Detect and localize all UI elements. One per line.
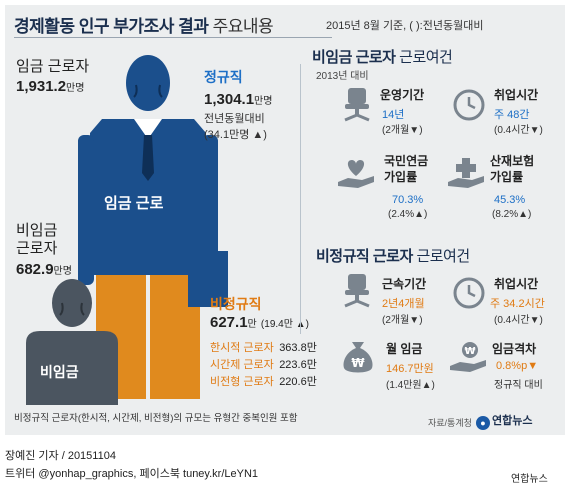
nonwage-item-2-value: 70.3%	[392, 194, 424, 206]
nonwage-value: 682.9만명	[16, 261, 72, 278]
clock-icon	[453, 89, 485, 121]
nonwage-item-2-change: (2.4%▲)	[388, 209, 428, 220]
nonwage-label-line1: 비임금	[16, 222, 58, 239]
irregular-value: 627.1만 (19.4만 ▲)	[210, 314, 309, 331]
title-bold: 경제활동 인구 부가조사 결과	[14, 17, 209, 36]
nonwage-item-3-label-line1: 산재보험	[490, 154, 535, 168]
irregular-item-0-label: 근속기간	[382, 277, 427, 291]
nonwage-item-1-label: 취업시간	[494, 88, 539, 102]
nonwage-item-2-label-line1: 국민연금	[384, 154, 429, 168]
nonwage-item-0-label: 운영기간	[380, 88, 425, 102]
hand-cross-icon	[448, 158, 484, 188]
irregular-item-2-value: 146.7만원	[386, 363, 434, 375]
irregular-breakdown-1: 시간제 근로자 223.6만	[210, 359, 317, 371]
irregular-breakdown-0: 한시적 근로자 363.8만	[210, 342, 317, 354]
nonwage-item-2-label-line2: 가입률	[384, 170, 418, 184]
nonwage-item-0-value: 14년	[382, 109, 405, 121]
footnote: 비정규직 근로자(한시적, 시간제, 비전형)의 규모는 유형간 중복인원 포함	[14, 413, 298, 424]
credit-social: 트위터 @yonhap_graphics, 페이스북 tuney.kr/LeYN…	[5, 468, 259, 480]
irregular-item-0-value: 2년4개월	[382, 298, 425, 310]
briefcase	[188, 251, 228, 307]
nonwage-item-3-change: (8.2%▲)	[492, 209, 532, 220]
wage-worker-value: 1,931.2만명	[16, 78, 85, 95]
irregular-item-0-change: (2개월▼)	[382, 315, 423, 326]
regular-change-label: 전년동월대비	[204, 113, 265, 125]
nonwage-item-3-value: 45.3%	[494, 194, 526, 206]
nonwage-conditions-subtitle: 2013년 대비	[316, 71, 369, 82]
irregular-item-2-change: (1.4만원▲)	[386, 380, 435, 391]
hand-coin-icon: ₩	[450, 342, 486, 372]
wage-worker-torso	[90, 119, 206, 275]
worker-figures-illustration	[26, 55, 228, 405]
irregular-breakdown-2: 비전형 근로자 220.6만	[210, 376, 317, 388]
nonwage-item-3-label-line2: 가입률	[490, 170, 524, 184]
regular-label: 정규직	[204, 69, 243, 85]
money-bag-icon: ₩	[343, 342, 373, 373]
regular-change: (34.1만명 ▲)	[204, 129, 267, 141]
nonwage-item-1-change: (0.4시간▼)	[494, 125, 543, 136]
connector-line	[300, 64, 301, 334]
nonwage-item-0-change: (2개월▼)	[382, 125, 423, 136]
wage-torso-label: 임금 근로	[104, 195, 164, 212]
title-light: 주요내용	[212, 17, 274, 36]
irregular-item-1-change: (0.4시간▼)	[494, 315, 543, 326]
wage-worker-head	[126, 55, 170, 111]
nonwage-conditions-title: 비임금 근로자 근로여건	[312, 49, 453, 66]
nonwage-worker-body	[26, 331, 118, 405]
wage-worker-label: 임금 근로자	[16, 58, 90, 75]
agency-label: 연합뉴스	[511, 474, 548, 485]
hand-heart-icon	[338, 160, 374, 188]
yonhap-logo: ● 연합뉴스	[476, 412, 532, 430]
page-title: 경제활동 인구 부가조사 결과 주요내용	[14, 12, 274, 37]
regular-value: 1,304.1만명	[204, 91, 273, 108]
clock-icon	[453, 277, 485, 309]
nonwage-worker-head	[52, 279, 92, 327]
nonwage-label-line2: 근로자	[16, 240, 58, 257]
title-divider	[14, 37, 332, 38]
irregular-item-1-label: 취업시간	[494, 277, 539, 291]
irregular-item-1-value: 주 34.2시간	[490, 298, 545, 310]
irregular-item-3-label: 임금격차	[492, 342, 537, 356]
source-label: 자료/통계청	[428, 418, 472, 428]
logo-mark-icon: ●	[476, 416, 490, 430]
office-chair-icon	[344, 88, 370, 122]
nonwage-body-label: 비임금	[40, 364, 79, 380]
nonwage-item-1-value: 주 48간	[494, 109, 530, 121]
irregular-item-2-label: 월 임금	[386, 342, 423, 356]
irregular-item-3-change: 정규직 대비	[494, 380, 543, 391]
irregular-item-3-value: 0.8%p▼	[496, 360, 539, 372]
svg-text:₩: ₩	[464, 346, 475, 357]
office-chair-icon	[344, 274, 370, 308]
irregular-conditions-title: 비정규직 근로자 근로여건	[316, 248, 470, 265]
irregular-label: 비정규직	[210, 296, 262, 312]
credit-reporter: 장예진 기자 / 20151104	[5, 450, 116, 462]
base-note: 2015년 8월 기준, ( ):전년동월대비	[326, 20, 484, 32]
svg-text:₩: ₩	[351, 356, 365, 370]
